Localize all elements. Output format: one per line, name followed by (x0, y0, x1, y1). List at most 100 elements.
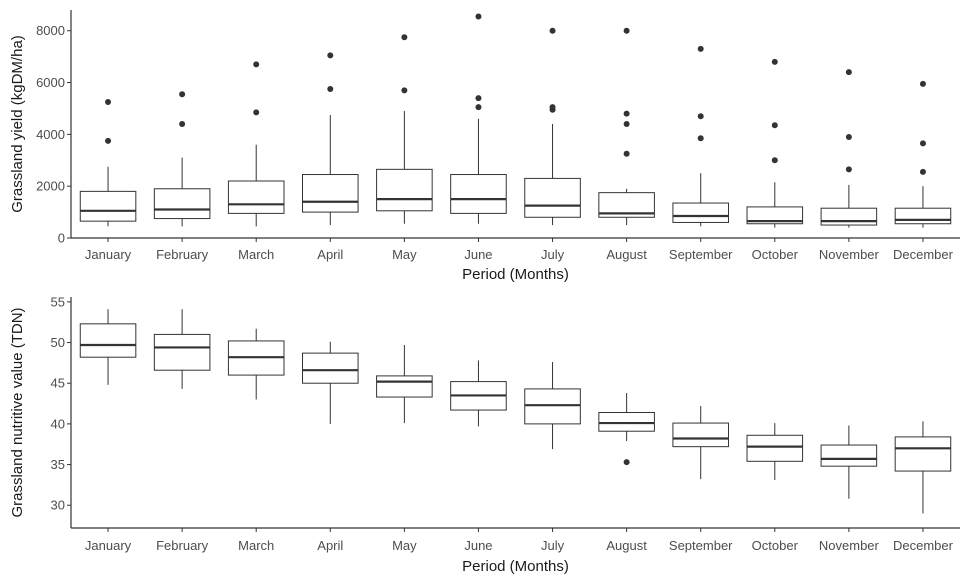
box-group-january (79, 98, 137, 227)
box-group-october (746, 423, 804, 481)
nutritive-value-panel: 30 35 40 45 50 55 January February March April May… (9, 294, 960, 575)
box-group-may (376, 34, 433, 224)
box (746, 434, 804, 462)
box (820, 207, 878, 226)
y-tick-label: 50 (51, 335, 65, 350)
y-tick-label: 30 (51, 498, 65, 513)
x-tick-label: October (752, 538, 799, 553)
x-tick-label: September (669, 538, 733, 553)
box-group-november (820, 425, 878, 499)
box-group-april (302, 52, 359, 226)
outlier-point (401, 87, 408, 94)
outlier-point (549, 27, 556, 34)
outlier-point (549, 104, 556, 111)
outlier-point (475, 95, 482, 102)
box (79, 323, 137, 358)
box-group-june (450, 13, 507, 224)
x-tick-label: April (317, 247, 343, 262)
y-tick-label: 4000 (36, 127, 65, 142)
x-axis-title: Period (Months) (462, 266, 569, 283)
outlier-point (253, 109, 260, 116)
y-tick-label: 6000 (36, 75, 65, 90)
x-tick-label: February (156, 247, 209, 262)
x-tick-label: January (85, 247, 132, 262)
box (376, 375, 433, 398)
box-group-july (524, 362, 581, 450)
outlier-point (623, 150, 630, 157)
box (227, 180, 285, 214)
y-tick-label: 45 (51, 376, 65, 391)
box (153, 188, 211, 220)
x-tick-label: July (541, 247, 565, 262)
box-group-february (153, 309, 211, 389)
box (524, 388, 581, 425)
outlier-point (105, 98, 112, 105)
x-tick-label: March (238, 247, 274, 262)
x-tick-label: April (317, 538, 343, 553)
outlier-point (919, 80, 926, 87)
x-tick-label: December (893, 538, 954, 553)
outlier-point (623, 121, 630, 127)
y-axis-title: Grassland nutritive value (TDN) (9, 307, 26, 517)
outlier-point (327, 52, 334, 59)
y-tick-label: 35 (51, 457, 65, 472)
outlier-point (253, 61, 260, 68)
box-group-december (894, 80, 952, 228)
outlier-point (327, 86, 334, 93)
outlier-point (845, 69, 852, 76)
x-tick-label: September (669, 247, 733, 262)
box-group-october (746, 58, 804, 228)
box (302, 174, 359, 213)
outlier-point (179, 121, 186, 127)
box-group-january (79, 309, 137, 385)
x-tick-label: August (606, 538, 647, 553)
y-tick-label: 0 (58, 231, 65, 246)
y-tick-label: 55 (51, 294, 65, 309)
outlier-point (697, 135, 704, 142)
x-tick-label: June (464, 538, 492, 553)
box-group-december (894, 421, 952, 514)
x-tick-label: November (819, 247, 880, 262)
outlier-point (623, 459, 630, 466)
outlier-point (623, 110, 630, 117)
outlier-point (105, 137, 112, 144)
outlier-point (771, 157, 778, 164)
box-group-august (598, 392, 655, 466)
x-tick-label: October (752, 247, 799, 262)
box-group-september (672, 405, 729, 480)
box-group-april (302, 341, 359, 424)
outlier-point (919, 168, 926, 175)
y-tick-label: 2000 (36, 179, 65, 194)
box (79, 190, 137, 222)
box-group-november (820, 69, 878, 228)
box (598, 412, 655, 432)
box-group-july (524, 27, 581, 226)
box (672, 202, 729, 223)
y-tick-label: 40 (51, 416, 65, 431)
box-group-february (153, 91, 211, 227)
x-axis-title: Period (Months) (462, 558, 569, 575)
x-tick-label: December (893, 247, 954, 262)
outlier-point (771, 122, 778, 129)
x-tick-label: June (464, 247, 492, 262)
outlier-point (475, 104, 482, 111)
box-group-june (450, 360, 507, 427)
yield-panel: 0 2000 4000 6000 8000 January February March Apr… (9, 10, 960, 283)
box (894, 436, 952, 472)
box (524, 177, 581, 218)
x-tick-label: March (238, 538, 274, 553)
x-tick-label: January (85, 538, 132, 553)
box (672, 422, 729, 448)
y-tick-label: 8000 (36, 23, 65, 38)
x-tick-label: August (606, 247, 647, 262)
box-group-august (598, 27, 655, 226)
x-tick-label: May (392, 538, 417, 553)
box (746, 206, 804, 225)
box-group-may (376, 344, 433, 424)
x-tick-label: February (156, 538, 209, 553)
outlier-point (179, 91, 186, 98)
x-tick-label: November (819, 538, 880, 553)
x-tick-label: May (392, 247, 417, 262)
outlier-point (623, 27, 630, 34)
